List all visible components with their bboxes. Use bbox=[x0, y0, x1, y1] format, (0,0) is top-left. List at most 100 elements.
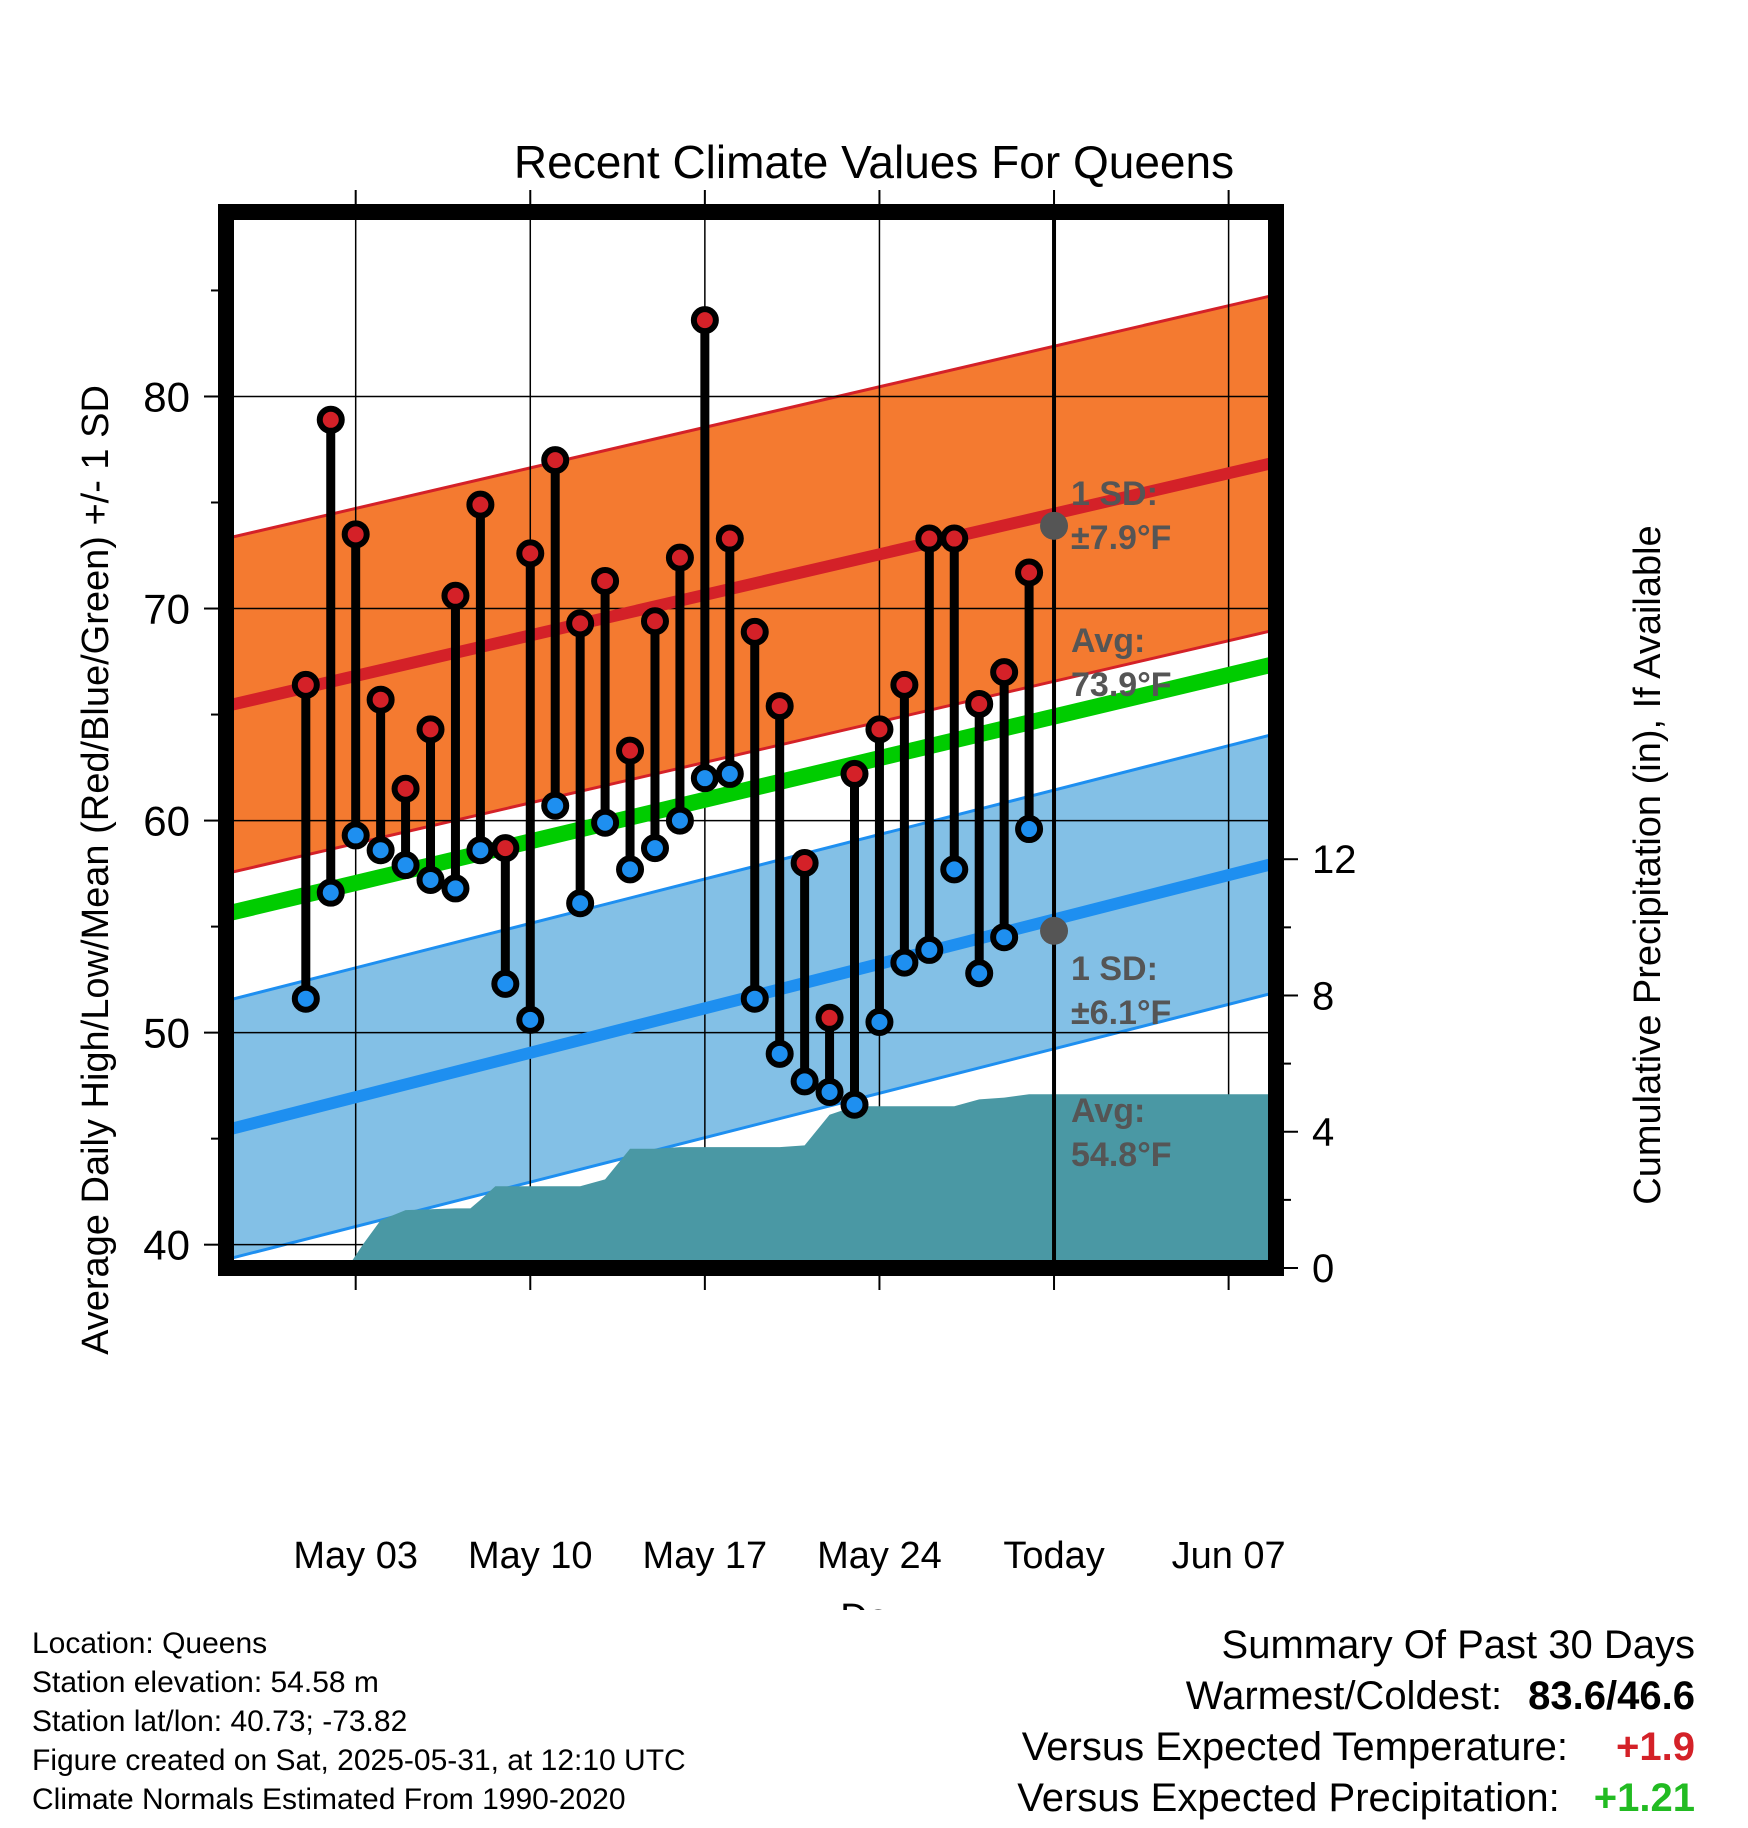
window-unit: Days bbox=[1065, 1425, 1151, 1466]
x-tick-label: Jun 07 bbox=[1172, 1535, 1286, 1577]
low-temp-point bbox=[316, 878, 345, 907]
low-temp-point bbox=[1015, 815, 1044, 844]
high-temp-point bbox=[690, 306, 719, 335]
high-temp-point bbox=[416, 715, 445, 744]
high-temp-point bbox=[740, 617, 769, 646]
low-temp-point bbox=[665, 806, 694, 835]
summary-panel: Summary Of Past 30 Days Warmest/Coldest:… bbox=[1017, 1620, 1695, 1824]
precip-label: Versus Expected Precipitation: bbox=[1017, 1776, 1560, 1820]
high-temp-point bbox=[815, 1003, 844, 1032]
x-tick-label: May 17 bbox=[643, 1535, 768, 1577]
high-temp-point bbox=[366, 685, 395, 714]
high-temp-point bbox=[541, 446, 570, 475]
station-info: Location: Queens Station elevation: 54.5… bbox=[32, 1624, 686, 1819]
low-temp-point bbox=[541, 791, 570, 820]
latlon-text: Station lat/lon: 40.73; -73.82 bbox=[32, 1705, 408, 1738]
high-temp-point bbox=[790, 848, 819, 877]
low-temp-point bbox=[291, 984, 320, 1013]
x-tick-label: May 10 bbox=[468, 1535, 593, 1577]
low-temp-point bbox=[765, 1039, 794, 1068]
precip-value: +1.21 bbox=[1593, 1776, 1695, 1820]
low-temp-point bbox=[640, 834, 669, 863]
low-temp-point bbox=[566, 889, 595, 918]
y-tick-label: 50 bbox=[143, 1010, 190, 1057]
low-temp-point bbox=[491, 969, 520, 998]
y-tick-label: 60 bbox=[143, 798, 190, 845]
y2-tick-label: 12 bbox=[1312, 838, 1357, 882]
high-temp-point bbox=[341, 520, 370, 549]
temp-value: +1.9 bbox=[1616, 1725, 1695, 1769]
high-temp-point bbox=[516, 539, 545, 568]
low-temp-point bbox=[341, 821, 370, 850]
precip-area bbox=[340, 1094, 1276, 1268]
high-temp-point bbox=[591, 566, 620, 595]
x-axis-label: Day bbox=[840, 1597, 908, 1610]
plot-content: 1 SD: ±7.9°F Avg: 73.9°F 1 SD: ±6.1°F Avg: 54.8… bbox=[226, 212, 1276, 1466]
high-temp-point bbox=[616, 736, 645, 765]
low-temp-point bbox=[840, 1090, 869, 1119]
high-temp-point bbox=[915, 524, 944, 553]
normal-high-line bbox=[226, 456, 1276, 712]
low-temp-point bbox=[740, 984, 769, 1013]
high-temp-point bbox=[865, 715, 894, 744]
high-temp-point bbox=[990, 658, 1019, 687]
high-temp-point bbox=[1015, 558, 1044, 587]
high-temp-point bbox=[640, 607, 669, 636]
high-temp-point bbox=[890, 670, 919, 699]
y-tick-label: 40 bbox=[143, 1222, 190, 1269]
elevation-text: Station elevation: 54.58 m bbox=[32, 1666, 379, 1699]
high-temp-point bbox=[466, 490, 495, 519]
high-temp-point bbox=[491, 834, 520, 863]
plot-frame bbox=[218, 204, 1284, 1276]
high-temp-point bbox=[441, 581, 470, 610]
low-avg-label: Avg: bbox=[1071, 1092, 1145, 1130]
high-avg-value: 73.9°F bbox=[1071, 666, 1172, 704]
low-temp-point bbox=[616, 855, 645, 884]
low-avg-value: 54.8°F bbox=[1071, 1136, 1172, 1174]
high-temp-point bbox=[316, 405, 345, 434]
low-temp-point bbox=[516, 1005, 545, 1034]
high-temp-point bbox=[765, 692, 794, 721]
high-avg-label: Avg: bbox=[1071, 622, 1145, 660]
low-temp-point bbox=[591, 808, 620, 837]
x-tick-label: May 03 bbox=[293, 1535, 418, 1577]
window-number: 30 bbox=[1065, 1381, 1105, 1422]
high-temp-point bbox=[715, 524, 744, 553]
x-tick-label: May 24 bbox=[817, 1535, 942, 1577]
warmest-row: Warmest/Coldest: 83.6/46.6 bbox=[1017, 1671, 1695, 1722]
summary-title: Summary Of Past 30 Days bbox=[1221, 1623, 1695, 1667]
low-sd-label: 1 SD: bbox=[1071, 950, 1158, 988]
low-temp-point bbox=[865, 1008, 894, 1037]
temp-label: Versus Expected Temperature: bbox=[1021, 1725, 1569, 1769]
x-tick-label: Today bbox=[1003, 1535, 1104, 1577]
high-temp-point bbox=[391, 774, 420, 803]
high-sd-value: ±7.9°F bbox=[1071, 519, 1171, 557]
y-tick-label: 70 bbox=[143, 586, 190, 633]
low-temp-point bbox=[715, 759, 744, 788]
warmest-value: 83.6/46.6 bbox=[1528, 1674, 1695, 1718]
low-temp-point bbox=[790, 1067, 819, 1096]
normals-text: Climate Normals Estimated From 1990-2020 bbox=[32, 1783, 626, 1816]
y-axis-label: Average Daily High/Low/Mean (Red/Blue/Gr… bbox=[75, 385, 117, 1355]
low-temp-point bbox=[441, 874, 470, 903]
high-temp-point bbox=[566, 609, 595, 638]
created-text: Figure created on Sat, 2025-05-31, at 12… bbox=[32, 1744, 686, 1777]
low-temp-point bbox=[391, 851, 420, 880]
y-tick-label: 80 bbox=[143, 373, 190, 420]
low-temp-point bbox=[890, 948, 919, 977]
high-temp-point bbox=[840, 759, 869, 788]
chart-title: Recent Climate Values For Queens bbox=[514, 136, 1234, 188]
low-temp-point bbox=[466, 836, 495, 865]
y2-tick-label: 8 bbox=[1312, 974, 1334, 1018]
plot-area: 1 SD: ±7.9°F Avg: 73.9°F 1 SD: ±6.1°F Avg: 54.8… bbox=[143, 190, 1357, 1577]
high-temp-point bbox=[291, 670, 320, 699]
low-temp-point bbox=[990, 923, 1019, 952]
high-temp-point bbox=[965, 689, 994, 718]
high-sd-label: 1 SD: bbox=[1071, 475, 1158, 513]
precip-row: Versus Expected Precipitation: +1.21 bbox=[1017, 1773, 1695, 1824]
high-temp-point bbox=[940, 524, 969, 553]
low-temp-point bbox=[815, 1078, 844, 1106]
today-low-avg-marker bbox=[1040, 916, 1069, 945]
today-high-avg-marker bbox=[1040, 511, 1069, 540]
y2-tick-label: 4 bbox=[1312, 1111, 1334, 1155]
